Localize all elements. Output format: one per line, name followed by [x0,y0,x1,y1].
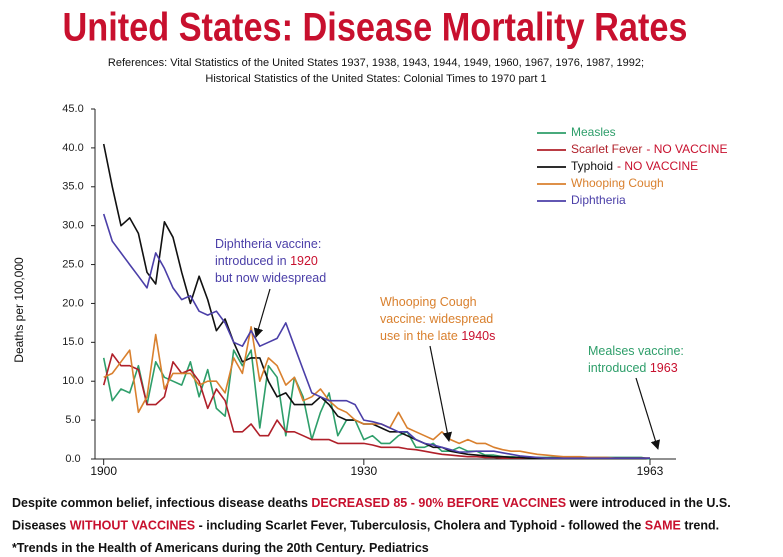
y-axis-label: Deaths per 100,000 [12,257,26,363]
annotation-part: Diphtheria vaccine: [215,237,321,251]
series-line [102,353,650,459]
annotation-arrow [635,377,661,450]
legend-name: Diphtheria [571,193,626,207]
series-line [102,143,650,459]
series-line [103,326,650,459]
legend-name: Typhoid [571,159,613,173]
annotation-arrow [429,345,453,442]
y-tick-label: 20.0 [62,297,83,309]
footer-line: Despite common belief, infectious diseas… [12,496,731,510]
legend-name: Measles [571,125,616,139]
annotation-part: 1940s [461,329,495,343]
y-tick-label: 45.0 [62,103,83,115]
y-tick-label: 35.0 [62,181,83,193]
legend-label: Whooping Cough [571,176,664,190]
annotation-part: introduced [588,361,650,375]
series-line [102,349,651,460]
footer-line-part: Diseases [12,519,70,533]
annotation: Mealses vaccine: [588,344,684,358]
annotation: Whooping Cough [380,295,477,309]
footer-line-part: Despite common belief, infectious diseas… [12,496,311,510]
subtitle: References: Vital Statistics of the Unit… [108,57,644,69]
annotation-part: vaccine: widespread [380,312,493,326]
annotation: use in the late 1940s [380,329,495,343]
y-tick-label: 25.0 [62,258,83,270]
footer-line-part: - including Scarlet Fever, Tuberculosis,… [195,519,645,533]
legend-label: Typhoid - NO VACCINE [571,159,698,173]
y-tick-label: 5.0 [65,414,80,426]
y-tick-label: 15.0 [62,336,83,348]
footer-line: *Trends in the Health of Americans durin… [12,541,429,555]
annotation-part: Whooping Cough [380,295,477,309]
x-tick-label: 1900 [90,464,117,478]
series-line [102,213,650,459]
annotation-part: 1920 [290,254,318,268]
annotation-part: Mealses vaccine: [588,344,684,358]
legend-note: - NO VACCINE [646,142,727,156]
chart-title: United States: Disease Mortality Rates [63,6,688,50]
footer-line-part: trend. [681,519,719,533]
legend-label: Scarlet Fever - NO VACCINE [571,142,727,156]
legend-note: - NO VACCINE [617,159,698,173]
annotation: but now widespread [215,271,326,285]
annotation: introduced 1963 [588,361,678,375]
annotation-part: 1963 [650,361,678,375]
y-tick-label: 30.0 [62,220,83,232]
x-tick-label: 1930 [350,464,377,478]
annotation-part: introduced in [215,254,290,268]
footer-line-part: WITHOUT VACCINES [70,519,195,533]
annotation-arrow [253,288,271,338]
annotation-part: use in the late [380,329,461,343]
subtitle: Historical Statistics of the United Stat… [205,73,546,85]
annotation-part: but now widespread [215,271,326,285]
legend-name: Whooping Cough [571,176,664,190]
footer-line: Diseases WITHOUT VACCINES - including Sc… [12,519,719,533]
footer-line-part: DECREASED 85 - 90% BEFORE VACCINES [311,496,566,510]
footer-line-part: SAME [645,519,681,533]
annotation: Diphtheria vaccine: [215,237,321,251]
y-tick-label: 10.0 [62,375,83,387]
annotation: introduced in 1920 [215,254,318,268]
legend-name: Scarlet Fever [571,142,642,156]
legend-label: Diphtheria [571,193,626,207]
x-tick-label: 1963 [637,464,664,478]
annotation: vaccine: widespread [380,312,493,326]
y-tick-label: 0.0 [65,453,80,465]
footer-line-part: *Trends in the Health of Americans durin… [12,541,429,555]
y-tick-label: 40.0 [62,142,83,154]
footer-line-part: were introduced in the U.S. [566,496,731,510]
legend-label: Measles [571,125,616,139]
